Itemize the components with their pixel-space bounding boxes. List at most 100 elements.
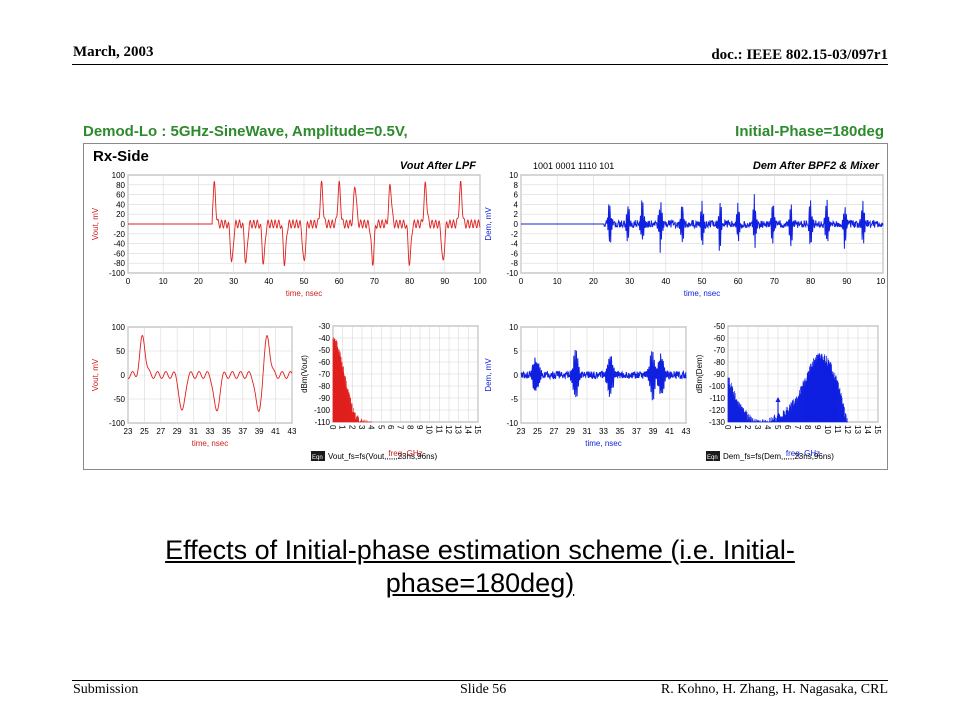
x-tick-label: 20 — [589, 277, 598, 286]
header-date: March, 2003 — [73, 44, 154, 60]
y-tick-label: 10 — [509, 323, 518, 332]
x-tick-label: 37 — [238, 427, 247, 436]
x-tick-label: 50 — [300, 277, 309, 286]
y-tick-label: -50 — [713, 322, 725, 331]
eqn-icon-label: Eqn — [312, 455, 323, 461]
x-tick-label: 40 — [264, 277, 273, 286]
x-tick-label: 7 — [793, 425, 802, 430]
x-tick-label: 11 — [833, 425, 842, 434]
y-tick-label: -130 — [709, 418, 726, 427]
footer-submission: Submission — [73, 682, 139, 697]
eqn-icon — [311, 451, 325, 461]
x-tick-label: 33 — [599, 427, 608, 436]
x-tick-label: 30 — [229, 277, 238, 286]
x-tick-label: 30 — [625, 277, 634, 286]
x-tick-label: 43 — [682, 427, 691, 436]
y-tick-label: -70 — [318, 370, 330, 379]
y-tick-label: -110 — [315, 418, 331, 427]
x-tick-label: 13 — [853, 425, 862, 434]
y-tick-label: 0 — [514, 220, 519, 229]
x-tick-label: 41 — [271, 427, 280, 436]
x-tick-label: 4 — [367, 425, 376, 430]
x-tick-label: 10 — [425, 425, 434, 434]
y-tick-label: -100 — [709, 382, 726, 391]
y-tick-label: -80 — [713, 358, 725, 367]
x-tick-label: 35 — [222, 427, 231, 436]
x-tick-label: 8 — [803, 425, 812, 430]
y-tick-label: 0 — [121, 220, 126, 229]
x-tick-label: 10 — [553, 277, 562, 286]
x-tick-label: 60 — [335, 277, 344, 286]
x-tick-label: 5 — [773, 425, 782, 430]
y-tick-label: -20 — [113, 230, 125, 239]
x-tick-label: 33 — [206, 427, 215, 436]
x-tick-label: 15 — [873, 425, 882, 434]
x-tick-label: 80 — [405, 277, 414, 286]
x-tick-label: 8 — [405, 425, 414, 430]
y-tick-label: -60 — [318, 358, 330, 367]
y-tick-label: 50 — [116, 347, 125, 356]
header-divider — [72, 64, 888, 65]
x-tick-label: 10 — [823, 425, 832, 434]
y-tick-label: -2 — [511, 230, 519, 239]
x-tick-label: 40 — [661, 277, 670, 286]
x-tick-label: 100 — [473, 277, 487, 286]
figure-title-right: Initial-Phase=180deg — [735, 123, 884, 140]
y-tick-label: 4 — [514, 200, 519, 209]
y-tick-label: -50 — [318, 346, 330, 355]
x-tick-label: 80 — [806, 277, 815, 286]
y-tick-label: 100 — [112, 323, 126, 332]
footer-divider — [72, 680, 888, 681]
x-tick-label: 14 — [863, 425, 872, 434]
x-tick-label: 29 — [566, 427, 575, 436]
slide-caption: Effects of Initial-phase estimation sche… — [60, 534, 900, 600]
footer-slide-number: Slide 56 — [460, 682, 507, 697]
x-tick-label: 14 — [463, 425, 472, 434]
plot-title: Vout After LPF — [400, 160, 476, 172]
y-tick-label: -50 — [113, 395, 125, 404]
x-tick-label: 39 — [649, 427, 658, 436]
x-tick-label: 37 — [632, 427, 641, 436]
y-tick-label: -60 — [713, 334, 725, 343]
x-tick-label: 20 — [194, 277, 203, 286]
y-tick-label: 80 — [116, 181, 125, 190]
x-tick-label: 0 — [328, 425, 337, 430]
x-tick-label: 50 — [698, 277, 707, 286]
x-tick-label: 39 — [255, 427, 264, 436]
y-tick-label: -10 — [506, 269, 518, 278]
dem-waveform — [520, 349, 687, 401]
caption-line-1: Effects of Initial-phase estimation sche… — [165, 535, 795, 565]
x-tick-label: 25 — [140, 427, 149, 436]
y-tick-label: -100 — [314, 406, 331, 415]
x-tick-label: 70 — [370, 277, 379, 286]
x-tick-label: 15 — [473, 425, 482, 434]
x-tick-label: 1 — [733, 425, 742, 430]
x-tick-label: 100 — [876, 277, 885, 286]
x-tick-label: 0 — [723, 425, 732, 430]
x-tick-label: 60 — [734, 277, 743, 286]
figure-title-left: Demod-Lo : 5GHz-SineWave, Amplitude=0.5V… — [83, 123, 408, 140]
y-tick-label: -70 — [713, 346, 725, 355]
x-tick-label: 23 — [517, 427, 526, 436]
x-tick-label: 5 — [376, 425, 385, 430]
y-tick-label: -4 — [511, 240, 519, 249]
equation-text: Dem_fs=fs(Dem,,,,,,23ns,96ns) — [723, 452, 834, 461]
y-tick-label: 0 — [121, 371, 126, 380]
y-tick-label: -6 — [511, 249, 519, 258]
y-tick-label: -5 — [511, 395, 519, 404]
header-doc-id: doc.: IEEE 802.15-03/097r1 — [711, 47, 888, 63]
y-axis-label: Vout, mV — [91, 207, 100, 240]
x-tick-label: 23 — [124, 427, 133, 436]
y-axis-label: Dem, mV — [484, 207, 493, 241]
x-tick-label: 25 — [533, 427, 542, 436]
y-tick-label: -80 — [318, 382, 330, 391]
x-tick-label: 3 — [357, 425, 366, 430]
y-tick-label: 100 — [112, 171, 126, 180]
dem-waveform — [521, 194, 884, 253]
y-tick-label: -120 — [709, 406, 726, 415]
x-tick-label: 0 — [519, 277, 524, 286]
y-tick-label: 60 — [116, 191, 125, 200]
x-tick-label: 90 — [440, 277, 449, 286]
x-tick-label: 11 — [434, 425, 443, 434]
y-tick-label: 6 — [514, 191, 519, 200]
